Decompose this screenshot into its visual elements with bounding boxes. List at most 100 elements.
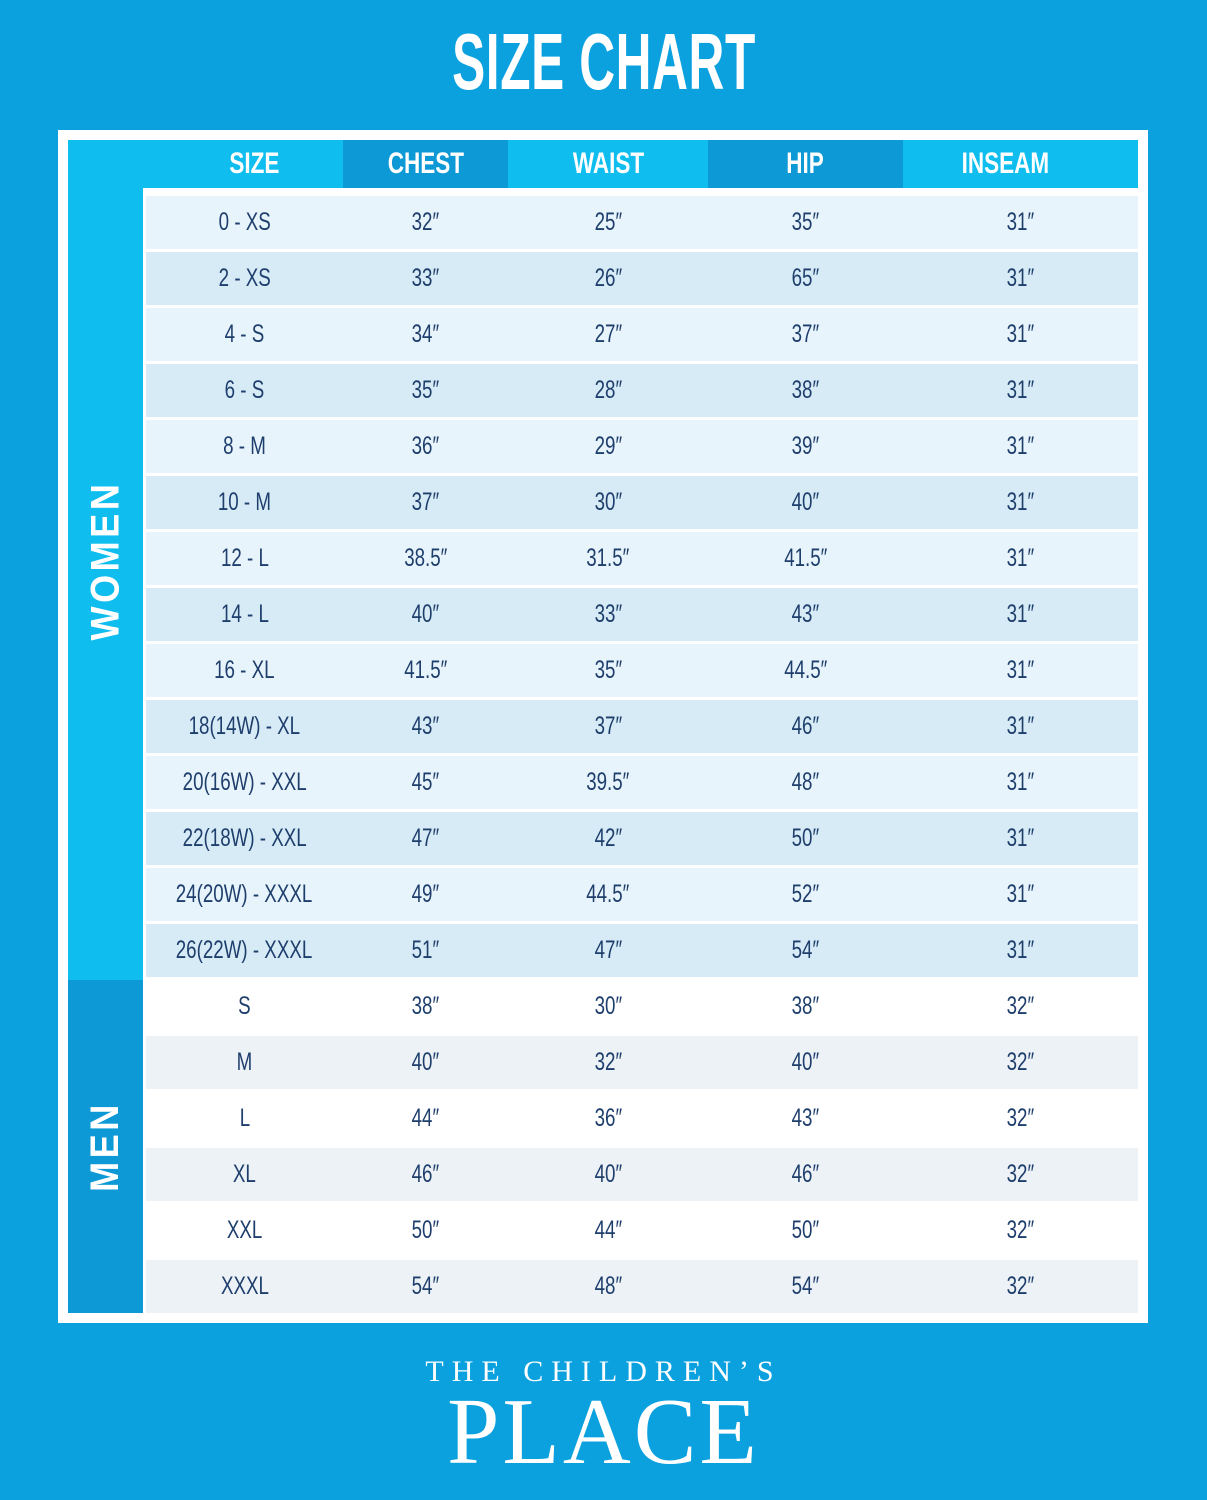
table-row: XXXL 54″ 48″ 54″ 32″ [146, 1260, 1138, 1313]
cell-waist: 26″ [508, 252, 708, 305]
cell-hip: 38″ [708, 980, 903, 1033]
cell-value: 47″ [594, 936, 622, 964]
cell-hip: 65″ [708, 252, 903, 305]
cell-value: 35″ [791, 208, 820, 236]
cell-value: XL [233, 1160, 256, 1188]
cell-waist: 31.5″ [508, 532, 708, 585]
cell-size: S [146, 980, 343, 1033]
cell-size: 10 - M [146, 476, 343, 529]
table-row: 14 - L 40″ 33″ 43″ 31″ [146, 588, 1138, 641]
cell-value: 0 - XS [218, 208, 271, 236]
cell-value: 27″ [594, 320, 622, 348]
cell-hip: 52″ [708, 868, 903, 921]
cell-hip: 48″ [708, 756, 903, 809]
cell-value: 4 - S [224, 320, 265, 348]
cell-value: 48″ [791, 768, 820, 796]
cell-value: 31″ [1006, 600, 1035, 628]
cell-value: 42″ [594, 824, 622, 852]
cell-value: 50″ [791, 824, 820, 852]
table-row: S 38″ 30″ 38″ 32″ [146, 980, 1138, 1033]
table-row: 4 - S 34″ 27″ 37″ 31″ [146, 308, 1138, 361]
cell-inseam: 31″ [903, 364, 1138, 417]
cell-chest: 51″ [343, 924, 508, 977]
brand-logo-line1: THE CHILDREN’S [425, 1355, 782, 1388]
cell-waist: 42″ [508, 812, 708, 865]
brand-logo: THE CHILDREN’S PLACE [0, 1355, 1207, 1479]
cell-value: 31.5″ [586, 544, 630, 572]
cell-value: 12 - L [220, 544, 269, 572]
women-rows: 0 - XS 32″ 25″ 35″ 31″ 2 - XS 33″ 26″ 65″ 31″ 4 - … [143, 196, 1138, 980]
cell-value: 37″ [411, 488, 440, 516]
cell-value: 43″ [791, 600, 820, 628]
women-section-label: WOMEN [83, 480, 128, 640]
cell-value: 37″ [594, 712, 622, 740]
cell-inseam: 31″ [903, 812, 1138, 865]
column-header-chest-text: CHEST [387, 147, 464, 180]
column-header-waist-text: WAIST [572, 147, 644, 180]
cell-value: 20(16W) - XXL [182, 768, 307, 796]
cell-hip: 46″ [708, 700, 903, 753]
table-row: XL 46″ 40″ 46″ 32″ [146, 1148, 1138, 1201]
cell-chest: 44″ [343, 1092, 508, 1145]
cell-inseam: 31″ [903, 308, 1138, 361]
cell-value: 45″ [411, 768, 440, 796]
cell-waist: 30″ [508, 980, 708, 1033]
table-row: 12 - L 38.5″ 31.5″ 41.5″ 31″ [146, 532, 1138, 585]
cell-hip: 44.5″ [708, 644, 903, 697]
table-row: 16 - XL 41.5″ 35″ 44.5″ 31″ [146, 644, 1138, 697]
cell-value: 32″ [1006, 1216, 1035, 1244]
column-header-size: SIZE [143, 140, 343, 188]
cell-size: 24(20W) - XXXL [146, 868, 343, 921]
cell-value: 43″ [791, 1104, 820, 1132]
cell-value: 44″ [594, 1216, 622, 1244]
cell-waist: 39.5″ [508, 756, 708, 809]
column-header-waist: WAIST [508, 140, 708, 188]
cell-value: 24(20W) - XXXL [176, 880, 313, 908]
cell-value: 32″ [411, 208, 440, 236]
cell-size: XXL [146, 1204, 343, 1257]
cell-chest: 50″ [343, 1204, 508, 1257]
cell-chest: 34″ [343, 308, 508, 361]
cell-inseam: 31″ [903, 476, 1138, 529]
table-row: 18(14W) - XL 43″ 37″ 46″ 31″ [146, 700, 1138, 753]
cell-chest: 41.5″ [343, 644, 508, 697]
cell-value: 31″ [1006, 488, 1035, 516]
cell-inseam: 32″ [903, 1204, 1138, 1257]
cell-value: 48″ [594, 1272, 622, 1300]
cell-size: 2 - XS [146, 252, 343, 305]
cell-value: 40″ [791, 488, 820, 516]
men-section-label-wrap: MEN [68, 980, 143, 1313]
cell-hip: 38″ [708, 364, 903, 417]
cell-waist: 37″ [508, 700, 708, 753]
cell-value: 22(18W) - XXL [182, 824, 307, 852]
cell-waist: 35″ [508, 644, 708, 697]
size-chart-table: WOMEN MEN SIZE CHEST WAIST HIP INSEAM [58, 130, 1148, 1323]
cell-value: 32″ [1006, 992, 1035, 1020]
cell-value: 35″ [411, 376, 440, 404]
table-row: 8 - M 36″ 29″ 39″ 31″ [146, 420, 1138, 473]
cell-size: 8 - M [146, 420, 343, 473]
cell-inseam: 32″ [903, 1260, 1138, 1313]
cell-value: M [236, 1048, 253, 1076]
cell-size: 26(22W) - XXXL [146, 924, 343, 977]
cell-value: 31″ [1006, 824, 1035, 852]
cell-value: 40″ [411, 1048, 440, 1076]
cell-value: 41.5″ [783, 544, 828, 572]
cell-value: 2 - XS [218, 264, 271, 292]
cell-hip: 54″ [708, 1260, 903, 1313]
cell-chest: 36″ [343, 420, 508, 473]
table-row: L 44″ 36″ 43″ 32″ [146, 1092, 1138, 1145]
column-header-hip: HIP [708, 140, 903, 188]
cell-value: 32″ [594, 1048, 622, 1076]
cell-value: 31″ [1006, 712, 1035, 740]
cell-value: 31″ [1006, 320, 1035, 348]
table-header-row: SIZE CHEST WAIST HIP INSEAM [143, 140, 1138, 188]
cell-value: 31″ [1006, 656, 1035, 684]
cell-value: 30″ [594, 992, 622, 1020]
table-row: 0 - XS 32″ 25″ 35″ 31″ [146, 196, 1138, 249]
cell-value: 32″ [1006, 1272, 1035, 1300]
cell-inseam: 31″ [903, 588, 1138, 641]
cell-value: 46″ [791, 712, 820, 740]
men-section-label: MEN [83, 1101, 128, 1192]
cell-value: 31″ [1006, 768, 1035, 796]
